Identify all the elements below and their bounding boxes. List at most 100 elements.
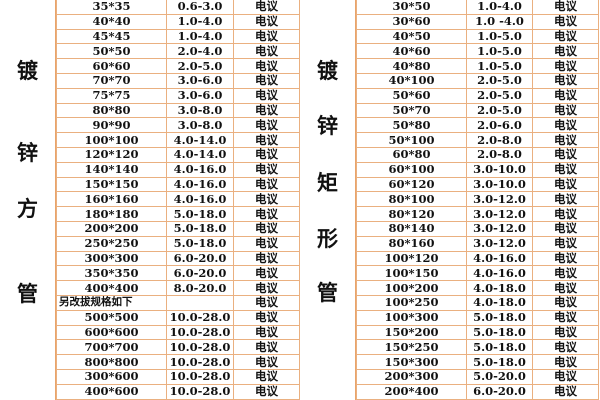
- thickness-cell: 10.0-28.0: [166, 309, 234, 326]
- thickness-cell: 1.0-4.0: [166, 28, 234, 45]
- size-cell: 100*200: [356, 280, 467, 296]
- size-cell: 300*600: [56, 368, 167, 385]
- table-row: 160*160 4.0-16.0 电议: [56, 191, 300, 208]
- size-cell: 100*100: [56, 132, 167, 148]
- thickness-cell: 5.0-18.0: [166, 220, 234, 237]
- price-cell: 电议: [233, 354, 300, 370]
- thickness-cell: 3.0-10.0: [466, 176, 533, 193]
- size-cell: 100*250: [356, 294, 467, 311]
- size-cell: 400*600: [56, 383, 167, 400]
- thickness-cell: 5.0-18.0: [166, 235, 234, 252]
- price-cell: 电议: [233, 265, 300, 282]
- thickness-cell: 1.0-5.0: [466, 28, 533, 45]
- table-row: 50*60 2.0-5.0 电议: [356, 87, 599, 104]
- size-cell: 90*90: [56, 117, 167, 134]
- table-row: 75*75 3.0-6.0 电议: [56, 87, 300, 104]
- price-cell: 电议: [532, 13, 599, 30]
- size-cell: 50*70: [356, 102, 467, 119]
- price-cell: 电议: [532, 72, 599, 89]
- price-cell: 电议: [233, 368, 300, 385]
- price-cell: 电议: [233, 58, 300, 74]
- table-row: 400*400 8.0-20.0 电议: [56, 280, 300, 296]
- price-cell: 电议: [532, 339, 599, 356]
- price-cell: 电议: [532, 102, 599, 119]
- size-cell: 160*160: [56, 191, 167, 208]
- price-cell: 电议: [532, 28, 599, 45]
- size-cell: 500*500: [56, 309, 167, 326]
- table-row: 180*180 5.0-18.0 电议: [56, 206, 300, 222]
- table-row: 80*140 3.0-12.0 电议: [356, 220, 599, 237]
- thickness-cell: 4.0-16.0: [166, 161, 234, 178]
- price-cell: 电议: [532, 324, 599, 341]
- thickness-cell: 3.0-6.0: [166, 87, 234, 104]
- thickness-cell: 10.0-28.0: [166, 354, 234, 370]
- table-row: 100*120 4.0-16.0 电议: [356, 250, 599, 267]
- table-row: 另改拔规格如下 电议: [56, 294, 300, 311]
- label-char: 镀: [17, 58, 38, 83]
- thickness-cell: 3.0-12.0: [466, 235, 533, 252]
- table-row: 45*45 1.0-4.0 电议: [56, 28, 300, 45]
- size-cell: 100*150: [356, 265, 467, 282]
- thickness-cell: 2.0-5.0: [166, 58, 234, 74]
- size-cell: 400*400: [56, 280, 167, 296]
- thickness-cell: 10.0-28.0: [166, 383, 234, 400]
- thickness-cell: 8.0-20.0: [166, 280, 234, 296]
- size-cell: 50*100: [356, 132, 467, 148]
- table-row: 50*70 2.0-5.0 电议: [356, 102, 599, 119]
- size-cell: 80*80: [56, 102, 167, 119]
- square-tube-label: 镀 锌 方 管: [0, 0, 57, 400]
- thickness-cell: 4.0-14.0: [166, 132, 234, 148]
- size-cell: 40*40: [56, 13, 167, 30]
- thickness-cell: 3.0-6.0: [166, 72, 234, 89]
- size-cell: 100*300: [356, 309, 467, 326]
- size-cell: 180*180: [56, 206, 167, 222]
- price-cell: 电议: [532, 294, 599, 311]
- label-char: 方: [17, 196, 38, 221]
- size-cell: 40*100: [356, 72, 467, 89]
- thickness-cell: 2.0-8.0: [466, 132, 533, 148]
- table-row: 30*60 1.0 -4.0 电议: [356, 13, 599, 30]
- price-cell: 电议: [532, 58, 599, 74]
- size-cell: 40*60: [356, 43, 467, 60]
- price-cell: 电议: [233, 220, 300, 237]
- thickness-cell: 5.0-18.0: [466, 309, 533, 326]
- table-row: 200*400 6.0-20.0 电议: [356, 383, 599, 400]
- price-cell: 电议: [532, 176, 599, 193]
- size-cell: 35*35: [56, 0, 167, 15]
- price-cell: 电议: [532, 132, 599, 148]
- price-cell: 电议: [233, 339, 300, 356]
- table-row: 40*100 2.0-5.0 电议: [356, 72, 599, 89]
- thickness-cell: [166, 294, 234, 311]
- price-cell: 电议: [233, 191, 300, 208]
- size-cell: 70*70: [56, 72, 167, 89]
- price-cell: 电议: [233, 309, 300, 326]
- table-row: 50*100 2.0-8.0 电议: [356, 132, 599, 148]
- table-row: 150*250 5.0-18.0 电议: [356, 339, 599, 356]
- table-row: 120*120 4.0-14.0 电议: [56, 146, 300, 163]
- table-row: 70*70 3.0-6.0 电议: [56, 72, 300, 89]
- price-cell: 电议: [532, 235, 599, 252]
- table-row: 60*60 2.0-5.0 电议: [56, 58, 300, 74]
- size-cell: 150*200: [356, 324, 467, 341]
- thickness-cell: 2.0-5.0: [466, 102, 533, 119]
- table-row: 40*50 1.0-5.0 电议: [356, 28, 599, 45]
- thickness-cell: 4.0-16.0: [466, 265, 533, 282]
- price-cell: 电议: [233, 87, 300, 104]
- table-row: 40*60 1.0-5.0 电议: [356, 43, 599, 60]
- table-row: 150*200 5.0-18.0 电议: [356, 324, 599, 341]
- label-char: 锌: [17, 140, 38, 165]
- thickness-cell: 3.0-12.0: [466, 220, 533, 237]
- table-row: 200*300 5.0-20.0 电议: [356, 368, 599, 385]
- thickness-cell: 4.0-16.0: [166, 191, 234, 208]
- table-row: 50*50 2.0-4.0 电议: [56, 43, 300, 60]
- price-cell: 电议: [532, 280, 599, 296]
- size-cell: 30*50: [356, 0, 467, 15]
- table-row: 350*350 6.0-20.0 电议: [56, 265, 300, 282]
- thickness-cell: 4.0-16.0: [166, 176, 234, 193]
- size-cell: 150*150: [56, 176, 167, 193]
- price-cell: 电议: [233, 43, 300, 60]
- price-cell: 电议: [233, 324, 300, 341]
- size-cell: 200*300: [356, 368, 467, 385]
- price-cell: 电议: [233, 235, 300, 252]
- thickness-cell: 10.0-28.0: [166, 339, 234, 356]
